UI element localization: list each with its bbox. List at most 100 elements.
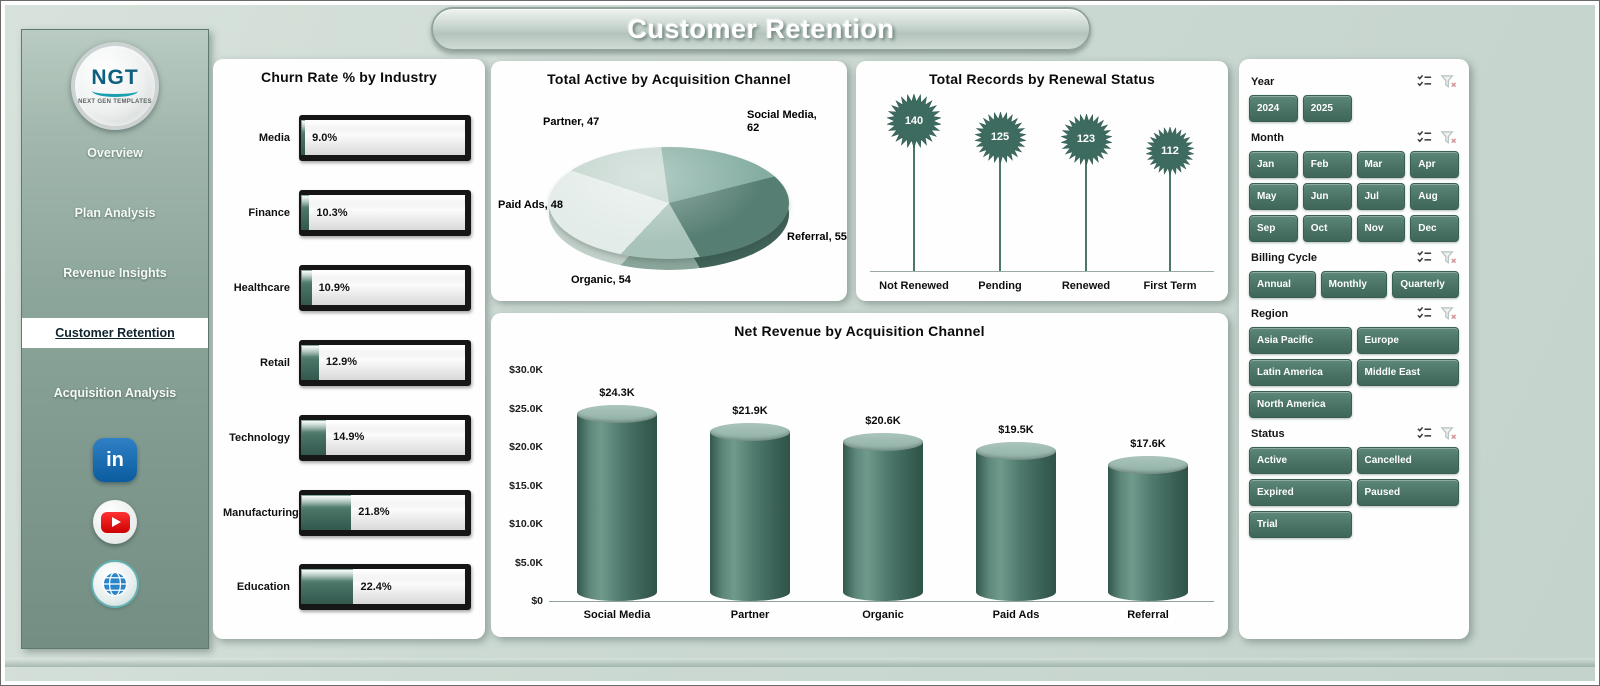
renewal-value-label: 123 bbox=[1076, 133, 1096, 145]
starburst: 125 bbox=[974, 111, 1026, 163]
y-axis-tick: $10.0K bbox=[509, 518, 543, 530]
churn-chart: Media 9.0% Finance 10.3% Healthcare 10.9% Reta… bbox=[223, 101, 471, 625]
multiselect-icon[interactable] bbox=[1416, 73, 1433, 90]
slicer-option-nov[interactable]: Nov bbox=[1356, 215, 1406, 242]
revenue-chart-title: Net Revenue by Acquisition Channel bbox=[734, 323, 985, 339]
renewal-value-label: 112 bbox=[1161, 145, 1179, 157]
renewal-chart: 140 Not Renewed 125 Pending 123 Renewed 112 Fir… bbox=[856, 61, 1228, 301]
sidebar-item-overview[interactable]: Overview bbox=[87, 146, 143, 160]
slicer-option-aug[interactable]: Aug bbox=[1410, 183, 1459, 210]
slicer-option-north-america[interactable]: North America bbox=[1249, 391, 1352, 418]
slicer-option-latin-america[interactable]: Latin America bbox=[1249, 359, 1352, 386]
multiselect-icon[interactable] bbox=[1416, 129, 1433, 146]
cylinder-body bbox=[976, 451, 1056, 601]
clear-filter-icon[interactable] bbox=[1440, 425, 1457, 442]
churn-bar-fill bbox=[301, 270, 312, 306]
dashboard-title: Customer Retention bbox=[431, 7, 1091, 51]
revenue-category-label: Organic bbox=[862, 609, 904, 621]
pie-slice-label: Organic, 54 bbox=[571, 274, 631, 286]
slicer-option-quarterly[interactable]: Quarterly bbox=[1392, 271, 1459, 298]
slicer-option-feb[interactable]: Feb bbox=[1302, 151, 1352, 178]
renewal-value-label: 125 bbox=[990, 131, 1010, 143]
lollipop-stem bbox=[913, 121, 915, 271]
starburst: 140 bbox=[887, 94, 941, 148]
starburst-shape bbox=[1146, 127, 1194, 175]
slicer-options: Jan Feb Mar Apr May Jun Jul Aug Sep Oct Nov Dec bbox=[1249, 151, 1459, 242]
slicer-title: Month bbox=[1251, 131, 1284, 144]
revenue-chart: $30.0K $25.0K $20.0K $15.0K $10.0K $5.0K $0 $24… bbox=[491, 313, 1228, 637]
globe-icon[interactable] bbox=[93, 562, 137, 606]
slicer-title: Region bbox=[1251, 307, 1289, 320]
clear-filter-icon[interactable] bbox=[1440, 129, 1457, 146]
slicer-options: Annual Monthly Quarterly bbox=[1249, 271, 1459, 298]
churn-category-label: Manufacturing bbox=[223, 506, 299, 519]
slicer-option-expired[interactable]: Expired bbox=[1249, 479, 1352, 506]
slicer-option-middle-east[interactable]: Middle East bbox=[1356, 359, 1459, 386]
churn-value-label: 12.9% bbox=[325, 356, 358, 369]
slicer-icons bbox=[1416, 73, 1457, 90]
sidebar-item-revenue-insights[interactable]: Revenue Insights bbox=[63, 266, 167, 280]
churn-bar-fill bbox=[301, 494, 352, 530]
slicer-option-apr[interactable]: Apr bbox=[1410, 151, 1459, 178]
revenue-bar bbox=[710, 423, 790, 601]
sidebar-item-acquisition-analysis[interactable]: Acquisition Analysis bbox=[53, 386, 177, 400]
revenue-value-label: $19.5K bbox=[998, 424, 1034, 436]
slicer-option-monthly[interactable]: Monthly bbox=[1320, 271, 1388, 298]
cylinder-cap bbox=[710, 423, 790, 441]
bottom-band bbox=[5, 658, 1595, 667]
logo-swoosh-icon bbox=[91, 85, 138, 97]
slicer-option-mar[interactable]: Mar bbox=[1356, 151, 1406, 178]
churn-bar-fill bbox=[301, 120, 306, 156]
clear-filter-icon[interactable] bbox=[1440, 305, 1457, 322]
youtube-icon[interactable] bbox=[93, 500, 137, 544]
cylinder-cap bbox=[577, 405, 657, 423]
pie-slice-label: Partner, 47 bbox=[543, 116, 600, 128]
renewal-category-label: First Term bbox=[1143, 280, 1197, 292]
slicer-option-trial[interactable]: Trial bbox=[1249, 511, 1352, 538]
slicer-icons bbox=[1416, 129, 1457, 146]
revenue-value-label: $21.9K bbox=[732, 405, 768, 417]
slicer-year: Year 2024 2025 bbox=[1249, 71, 1459, 122]
cylinder-cap bbox=[843, 433, 923, 451]
pie-slice-label: Paid Ads, 48 bbox=[498, 199, 564, 211]
churn-row: Healthcare 10.9% bbox=[223, 265, 471, 312]
sidebar-item-plan-analysis[interactable]: Plan Analysis bbox=[74, 206, 156, 220]
y-axis-tick: $25.0K bbox=[509, 402, 543, 415]
churn-row: Finance 10.3% bbox=[223, 190, 471, 237]
slicer-option-active[interactable]: Active bbox=[1249, 447, 1352, 474]
cylinder-cap bbox=[1108, 456, 1188, 474]
lollipop-stem bbox=[1169, 151, 1171, 271]
churn-bar: 22.4% bbox=[299, 564, 471, 611]
play-icon bbox=[111, 517, 121, 527]
y-axis-tick: $30.0K bbox=[509, 364, 543, 376]
multiselect-icon[interactable] bbox=[1416, 305, 1433, 322]
slicer-title: Billing Cycle bbox=[1251, 251, 1318, 264]
slicer-option-cancelled[interactable]: Cancelled bbox=[1356, 447, 1459, 474]
slicer-option-paused[interactable]: Paused bbox=[1356, 479, 1459, 506]
slicer-option-jan[interactable]: Jan bbox=[1249, 151, 1298, 178]
clear-filter-icon[interactable] bbox=[1440, 249, 1457, 266]
slicer-option-asia-pacific[interactable]: Asia Pacific bbox=[1249, 327, 1352, 354]
linkedin-glyph: in bbox=[106, 448, 124, 471]
multiselect-icon[interactable] bbox=[1416, 249, 1433, 266]
linkedin-icon[interactable]: in bbox=[93, 438, 137, 482]
slicer-option-jun[interactable]: Jun bbox=[1302, 183, 1352, 210]
slicer-option-sep[interactable]: Sep bbox=[1249, 215, 1298, 242]
churn-bar-fill bbox=[301, 569, 354, 605]
starburst-shape bbox=[974, 111, 1026, 163]
slicer-option-2025[interactable]: 2025 bbox=[1302, 95, 1352, 122]
slicer-option-may[interactable]: May bbox=[1249, 183, 1298, 210]
starburst-shape bbox=[1060, 113, 1112, 165]
multiselect-icon[interactable] bbox=[1416, 425, 1433, 442]
slicer-option-dec[interactable]: Dec bbox=[1410, 215, 1459, 242]
slicer-option-annual[interactable]: Annual bbox=[1249, 271, 1316, 298]
slicer-option-oct[interactable]: Oct bbox=[1302, 215, 1352, 242]
revenue-category-label: Paid Ads bbox=[992, 609, 1040, 621]
clear-filter-icon[interactable] bbox=[1440, 73, 1457, 90]
slicer-option-2024[interactable]: 2024 bbox=[1249, 95, 1298, 122]
slicer-option-jul[interactable]: Jul bbox=[1356, 183, 1406, 210]
slicer-header: Month bbox=[1249, 127, 1459, 147]
slicer-option-europe[interactable]: Europe bbox=[1356, 327, 1459, 354]
churn-value-label: 21.8% bbox=[358, 506, 390, 519]
sidebar-item-customer-retention[interactable]: Customer Retention bbox=[22, 318, 208, 348]
